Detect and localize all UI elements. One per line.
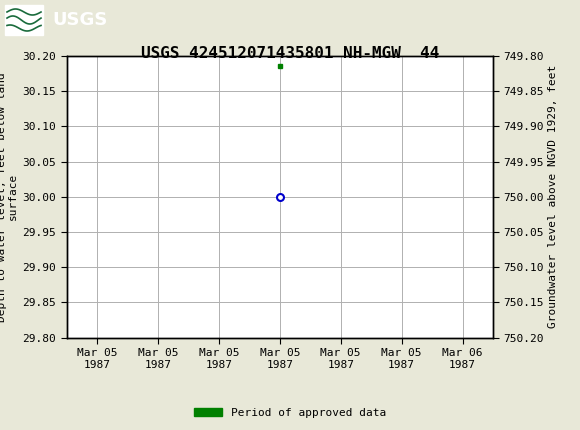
Y-axis label: Groundwater level above NGVD 1929, feet: Groundwater level above NGVD 1929, feet bbox=[548, 65, 558, 329]
Legend: Period of approved data: Period of approved data bbox=[190, 403, 390, 422]
Text: USGS 424512071435801 NH-MGW  44: USGS 424512071435801 NH-MGW 44 bbox=[141, 46, 439, 61]
Text: USGS: USGS bbox=[52, 11, 107, 29]
Bar bbox=[5, 5, 43, 35]
Y-axis label: Depth to water level, feet below land
surface: Depth to water level, feet below land su… bbox=[0, 72, 19, 322]
